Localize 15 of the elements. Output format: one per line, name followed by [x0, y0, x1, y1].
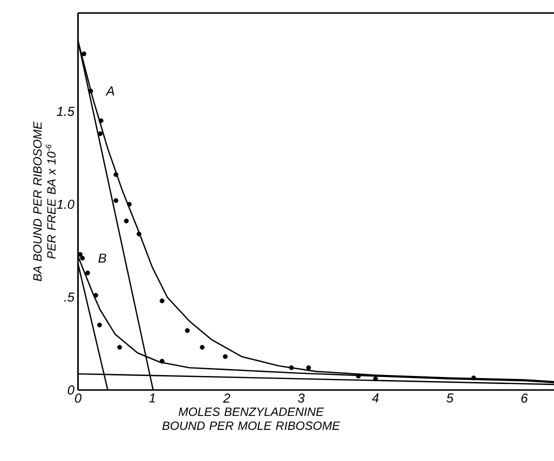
x-tick-label: 4 — [372, 394, 379, 402]
x-tick-label: 1 — [149, 394, 155, 402]
x-tick-label: 0 — [74, 394, 82, 403]
y-tick-label: 1.0 — [56, 200, 74, 209]
y-tick-label: 0 — [68, 385, 74, 395]
x-tick-label: 5 — [446, 394, 454, 403]
x-tick-label: 6 — [521, 394, 528, 403]
y-tick-label: 1.5 — [56, 106, 75, 116]
series-label: B — [98, 254, 106, 263]
x-tick-label: 3 — [298, 394, 305, 403]
y-axis-title: BA BOUND PER RIBOSOME PER FREE BA x 10$^{-6}$ — [33, 121, 56, 282]
y-tick-label: .5 — [64, 292, 75, 302]
series-label: A — [106, 86, 114, 96]
x-tick-label: 2 — [223, 394, 230, 403]
x-axis-title: MOLES BENZYLADENINE BOUND PER MOLE RIBOSOME — [162, 408, 340, 430]
